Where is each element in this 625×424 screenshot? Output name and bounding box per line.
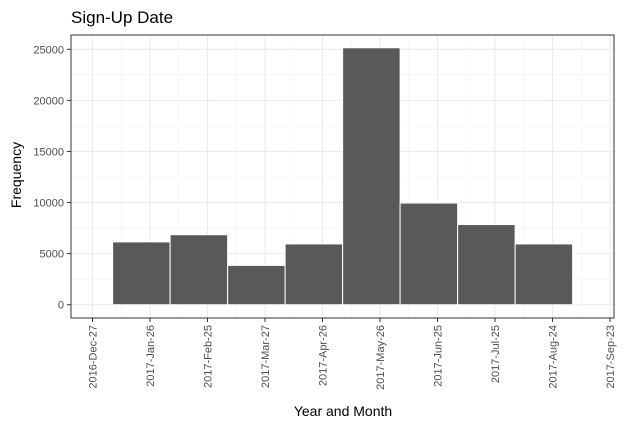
y-axis-title: Frequency [8,142,24,208]
y-tick-label: 25000 [33,44,64,56]
bar [227,264,286,306]
bar [112,241,171,306]
y-axis: 0 5000 10000 15000 20000 25000 [33,44,71,312]
y-tick-label: 20000 [33,95,64,107]
bar [514,243,574,306]
x-tick-label: 2017-Sep-23 [605,325,617,389]
x-tick-label: 2017-Aug-24 [548,325,560,389]
chart-title: Sign-Up Date [71,8,173,27]
bar [342,47,401,306]
bar [457,224,516,306]
bars [112,47,574,306]
x-tick-label: 2017-Jul-25 [490,325,502,383]
x-axis: 2016-Dec-27 2017-Jan-26 2017-Feb-25 2017-Ma… [88,318,617,390]
x-axis-title: Year and Month [294,403,392,419]
x-tick-label: 2017-Apr-26 [318,325,330,386]
x-tick-label: 2017-May-26 [375,325,387,390]
y-tick-label: 0 [58,300,64,312]
panel-border [70,34,615,319]
x-tick-label: 2016-Dec-27 [88,325,100,389]
y-tick-label: 5000 [40,249,64,261]
x-tick-label: 2017-Jan-26 [145,325,157,387]
x-tick-label: 2017-Feb-25 [203,325,215,388]
y-tick-label: 15000 [33,146,64,158]
x-tick-label: 2017-Jun-25 [433,325,445,387]
bar [284,243,344,306]
bar [169,234,229,306]
x-tick-label: 2017-Mar-27 [260,325,272,388]
bar [399,202,459,306]
y-tick-label: 10000 [33,198,64,210]
